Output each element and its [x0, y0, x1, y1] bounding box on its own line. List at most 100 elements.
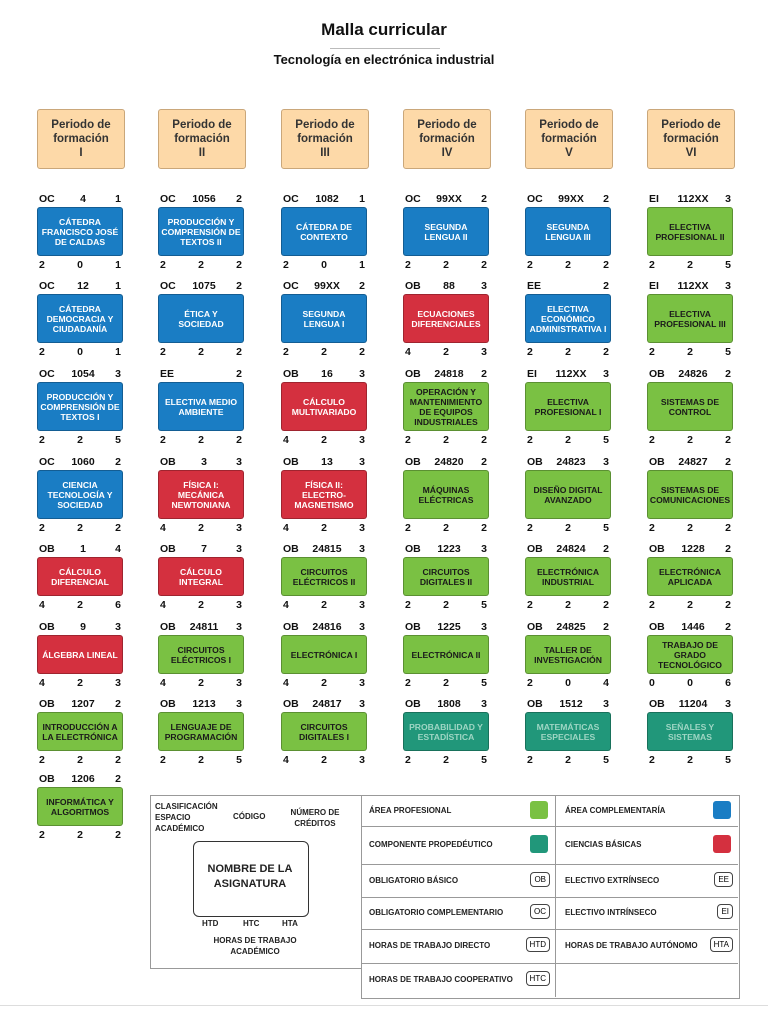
course-credits: 2	[725, 368, 731, 380]
course-code: 112XX	[677, 280, 709, 292]
course-box: SISTEMAS DE COMUNICACIONES	[647, 470, 733, 519]
course-code: 24825	[556, 621, 586, 633]
course-credits: 1	[115, 280, 121, 292]
key-label: ÁREA COMPLEMENTARÍA	[565, 805, 666, 815]
course-hta: 3	[236, 522, 242, 534]
course-hta: 2	[236, 346, 242, 358]
course-hta: 2	[603, 259, 609, 271]
course-credits: 3	[359, 698, 365, 710]
key-label: OBLIGATORIO BÁSICO	[369, 875, 459, 885]
course-hta: 2	[725, 522, 731, 534]
course-credits: 2	[603, 543, 609, 555]
course-box: PRODUCCIÓN Y COMPRENSIÓN DE TEXTOS II	[158, 207, 244, 256]
course-type: OB	[283, 543, 299, 555]
course-code: 112XX	[555, 368, 587, 380]
key-swatch	[713, 835, 731, 853]
period-label: Periodo de formación	[295, 119, 355, 145]
course-htd: 2	[527, 259, 533, 271]
course-type: OB	[405, 621, 421, 633]
course-hta: 3	[359, 677, 365, 689]
course-credits: 3	[359, 456, 365, 468]
course-htc: 2	[687, 599, 693, 611]
course-htc: 2	[77, 754, 83, 766]
course-htc: 2	[565, 346, 571, 358]
course-type: OB	[405, 280, 421, 292]
period-label: Periodo de formación	[539, 119, 599, 145]
course-htc: 2	[198, 346, 204, 358]
course-type: EI	[649, 193, 659, 205]
course-htc: 2	[443, 754, 449, 766]
course-hta: 2	[481, 259, 487, 271]
course-hta: 5	[603, 434, 609, 446]
course-type: OB	[39, 621, 55, 633]
course-htd: 2	[283, 346, 289, 358]
course-credits: 3	[481, 698, 487, 710]
course-code: 24827	[678, 456, 708, 468]
course-code: 1223	[437, 543, 461, 555]
course-credits: 2	[481, 456, 487, 468]
course-htd: 2	[405, 259, 411, 271]
legend-credits: NÚMERO DE CRÉDITOS	[290, 808, 340, 828]
course-code: 99XX	[558, 193, 584, 205]
period-label: Periodo de formación	[661, 119, 721, 145]
course-hta: 5	[481, 677, 487, 689]
course-htd: 2	[405, 754, 411, 766]
course-credits: 2	[481, 193, 487, 205]
course-type: OB	[649, 368, 665, 380]
course-code: 112XX	[677, 193, 709, 205]
course-type: EE	[527, 280, 542, 292]
period-label: Periodo de formación	[417, 119, 477, 145]
course-type: OC	[283, 280, 299, 292]
course-htd: 2	[39, 434, 45, 446]
course-code: 4	[80, 193, 86, 205]
course-credits: 1	[115, 193, 121, 205]
key-badge: HTD	[525, 937, 550, 952]
course-credits: 3	[481, 280, 487, 292]
course-htc: 2	[77, 599, 83, 611]
course-box: ECUACIONES DIFERENCIALES	[403, 294, 489, 343]
course-credits: 2	[115, 456, 121, 468]
course-code: 24824	[556, 543, 586, 555]
course-box: ELECTIVA ECONÓMICO ADMINISTRATIVA I	[525, 294, 611, 343]
course-type: OB	[283, 456, 299, 468]
key-row-line	[361, 963, 738, 964]
course-code: 1512	[559, 698, 583, 710]
course-type: OB	[283, 368, 299, 380]
course-credits: 2	[359, 280, 365, 292]
course-credits: 3	[236, 698, 242, 710]
course-htd: 4	[39, 599, 45, 611]
course-htc: 2	[687, 346, 693, 358]
course-code: 24817	[312, 698, 342, 710]
course-hta: 4	[603, 677, 609, 689]
course-hta: 6	[115, 599, 121, 611]
period-numeral: V	[565, 147, 573, 159]
course-credits: 3	[359, 368, 365, 380]
course-htc: 0	[77, 259, 83, 271]
course-hta: 2	[725, 434, 731, 446]
legend-code: CÓDIGO	[233, 812, 266, 821]
course-box: CÁLCULO DIFERENCIAL	[37, 557, 123, 596]
course-hta: 5	[725, 346, 731, 358]
course-htd: 2	[283, 259, 289, 271]
key-badge: EI	[717, 904, 733, 919]
course-htd: 2	[527, 346, 533, 358]
course-credits: 1	[359, 193, 365, 205]
key-label: ELECTIVO INTRÍNSECO	[565, 908, 657, 917]
course-htc: 2	[565, 599, 571, 611]
title: Malla curricular	[321, 20, 447, 39]
course-type: OB	[283, 698, 299, 710]
course-htc: 2	[565, 434, 571, 446]
course-hta: 5	[725, 259, 731, 271]
course-htc: 2	[198, 259, 204, 271]
course-box: ELECTRÓNICA INDUSTRIAL	[525, 557, 611, 596]
course-box: CÁLCULO INTEGRAL	[158, 557, 244, 596]
course-hta: 2	[725, 599, 731, 611]
course-box: MÁQUINAS ELÉCTRICAS	[403, 470, 489, 519]
course-type: OB	[39, 698, 55, 710]
course-box: CÁTEDRA DE CONTEXTO	[281, 207, 367, 256]
course-credits: 3	[725, 698, 731, 710]
subtitle: Tecnología en electrónica industrial	[273, 52, 495, 67]
course-code: 1056	[192, 193, 216, 205]
course-hta: 5	[481, 754, 487, 766]
course-hta: 2	[115, 754, 121, 766]
